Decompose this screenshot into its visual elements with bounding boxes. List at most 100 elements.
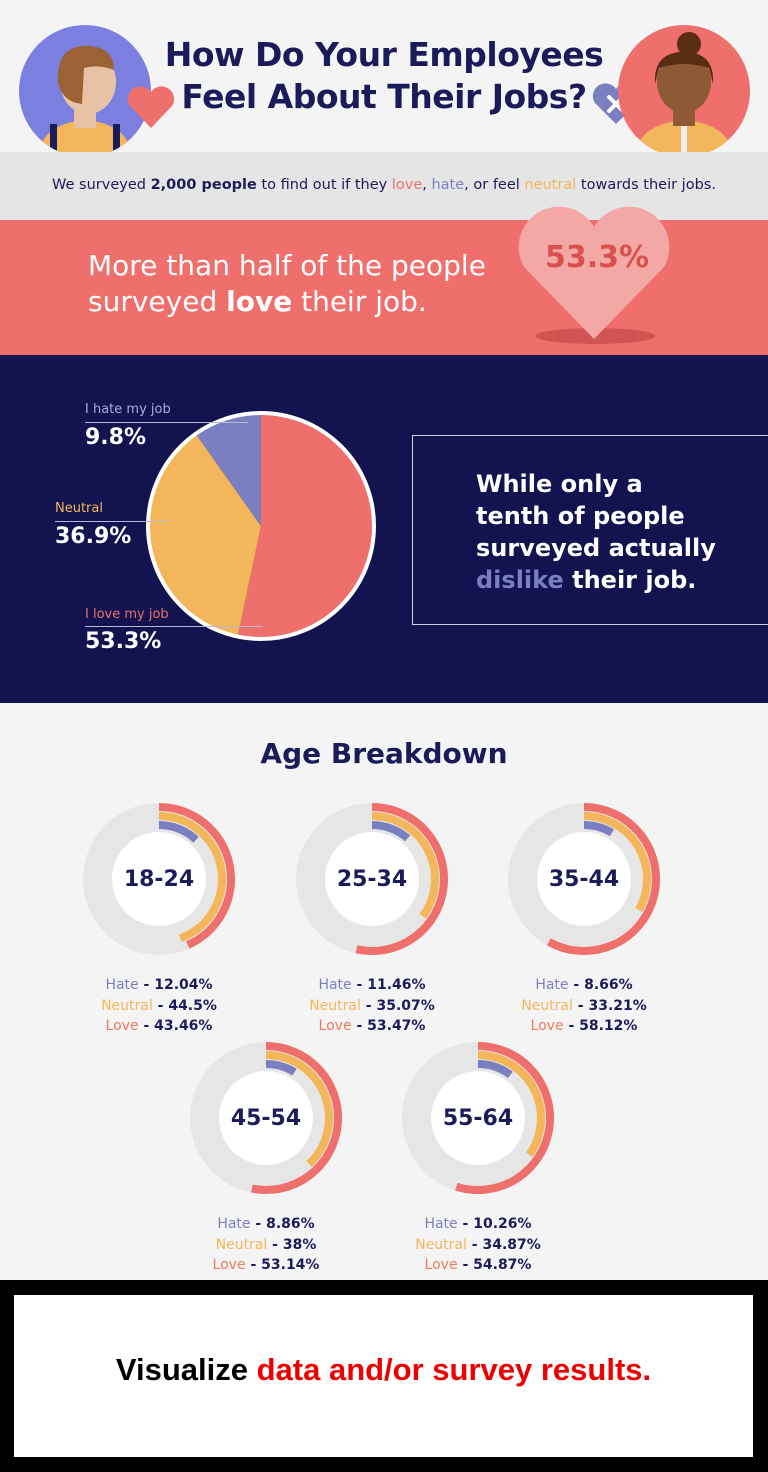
stat-value: 10.26%: [473, 1216, 532, 1232]
stat-value: 34.87%: [482, 1236, 541, 1253]
ring-arc-love: [355, 803, 448, 955]
ring-arc-hate: [583, 821, 615, 837]
stat-neutral: Neutral - 33.21%: [521, 997, 647, 1014]
highlight-text: More than half of the people surveyed lo…: [88, 249, 486, 318]
age-breakdown-section: Age Breakdown: [0, 703, 768, 1280]
ring-arc-neutral: [265, 1051, 333, 1167]
stat-love: Love - 54.87%: [424, 1257, 532, 1273]
stat-value: 43.46%: [154, 1018, 213, 1034]
stat-love: Love - 58.12%: [530, 1018, 638, 1034]
stat-value: 54.87%: [473, 1257, 532, 1273]
ring-arc-hate: [477, 1060, 513, 1079]
stat-label: Love: [424, 1257, 458, 1273]
stat-value: 12.04%: [154, 977, 213, 993]
pie-label-love: I love my job: [85, 607, 169, 622]
ring-arc-hate: [371, 821, 411, 842]
ring-arc-love: [546, 803, 660, 955]
age-group-stats: Hate - 8.86% Neutral - 38% Love - 53.14%: [156, 1214, 376, 1276]
age-ring-25-34: 25-34: [287, 794, 457, 964]
ring-center: [431, 1071, 525, 1165]
stat-value: 44.5%: [168, 997, 217, 1014]
age-ring-35-44: 35-44: [499, 794, 669, 964]
pie-value-love: 53.3%: [85, 629, 162, 654]
big-heart-icon: [518, 206, 670, 344]
stat-label: Neutral: [101, 997, 153, 1014]
age-group-label: 18-24: [123, 866, 195, 892]
stat-hate: Hate - 12.04%: [105, 977, 213, 993]
stat-label: Hate: [217, 1216, 251, 1232]
age-ring-45-54: 45-54: [181, 1033, 351, 1203]
pie-chart: [146, 411, 376, 641]
stat-label: Love: [105, 1018, 139, 1034]
stat-love: Love - 53.47%: [318, 1018, 426, 1034]
pie-label-hate: I hate my job: [85, 402, 171, 417]
ring-center: [112, 832, 206, 926]
stat-value: 53.47%: [367, 1018, 426, 1034]
age-ring-18-24: 18-24: [74, 794, 244, 964]
pie-value-neutral: 36.9%: [55, 524, 132, 549]
caption-text: Visualize data and/or survey results.: [115, 1352, 652, 1387]
stat-value: 38%: [282, 1236, 317, 1253]
stat-value: 58.12%: [579, 1018, 638, 1034]
female-avatar-icon: [618, 25, 750, 157]
heart-value: 53.3%: [544, 240, 650, 275]
title-line-2: Feel About Their Jobs?: [181, 77, 587, 116]
stat-love: Love - 43.46%: [105, 1018, 213, 1034]
age-group-stats: Hate - 10.26% Neutral - 34.87% Love - 54.8…: [368, 1214, 588, 1276]
age-group-label: 35-44: [548, 866, 620, 892]
intro-text: We surveyed 2,000 people to find out if …: [52, 177, 716, 193]
stat-neutral: Neutral - 44.5%: [101, 997, 217, 1014]
pie-slice-neutral: [148, 433, 261, 637]
page-title: How Do Your Employees Feel About Their J…: [120, 34, 648, 118]
stat-label: Hate: [535, 977, 569, 993]
age-breakdown-title: Age Breakdown: [260, 737, 508, 770]
pie-slice-i-hate-my-job: [195, 413, 261, 526]
ring-arc-neutral: [477, 1051, 545, 1157]
stat-label: Love: [212, 1257, 246, 1273]
stat-label: Neutral: [215, 1236, 268, 1253]
stat-label: Love: [530, 1018, 564, 1034]
stat-label: Hate: [424, 1216, 458, 1232]
stat-value: 35.07%: [376, 997, 435, 1014]
stat-label: Neutral: [309, 997, 361, 1014]
stat-neutral: Neutral - 34.87%: [415, 1236, 541, 1253]
age-group-label: 45-54: [230, 1105, 302, 1131]
stat-value: 53.14%: [261, 1257, 320, 1273]
stat-neutral: Neutral - 38%: [215, 1236, 317, 1253]
male-avatar-icon: [19, 25, 151, 157]
ring-arc-love: [158, 803, 235, 949]
pie-value-hate: 9.8%: [85, 425, 147, 450]
stat-label: Neutral: [415, 1236, 467, 1253]
ring-arc-love: [455, 1042, 554, 1194]
age-group-label: 55-64: [442, 1105, 514, 1131]
pie-label-neutral: Neutral: [55, 501, 103, 516]
ring-center: [325, 832, 419, 926]
header: How Do Your Employees Feel About Their J…: [0, 0, 768, 157]
age-group-label: 25-34: [336, 866, 408, 892]
stat-love: Love - 53.14%: [212, 1257, 320, 1273]
callout-text: While only a tenth of people surveyed ac…: [476, 470, 716, 594]
pie-slice-i-love-my-job: [237, 413, 375, 639]
stat-label: Hate: [105, 977, 139, 993]
pie-leader-neutral: [55, 521, 170, 522]
age-group-stats: Hate - 8.66% Neutral - 33.21% Love - 58.12…: [474, 975, 694, 1037]
ring-arc-hate: [158, 821, 199, 843]
age-group-stats: Hate - 11.46% Neutral - 35.07% Love - 53.4…: [262, 975, 482, 1037]
stat-value: 11.46%: [367, 977, 426, 993]
stat-hate: Hate - 11.46%: [318, 977, 426, 993]
stat-label: Love: [318, 1018, 352, 1034]
intro-band: We surveyed 2,000 people to find out if …: [0, 152, 768, 220]
pie-leader-love: [85, 626, 262, 627]
ring-arc-neutral: [371, 812, 439, 919]
stat-hate: Hate - 8.86%: [217, 1216, 315, 1232]
ring-center: [537, 832, 631, 926]
stat-value: 8.86%: [266, 1216, 315, 1232]
age-ring-55-64: 55-64: [393, 1033, 563, 1203]
ring-arc-neutral: [583, 812, 651, 913]
stat-hate: Hate - 8.66%: [535, 977, 633, 993]
ring-arc-neutral: [158, 812, 226, 943]
ring-arc-hate: [265, 1060, 297, 1076]
title-line-1: How Do Your Employees: [164, 35, 604, 74]
caption-box: Visualize data and/or survey results.: [14, 1295, 753, 1457]
stat-value: 33.21%: [588, 997, 647, 1014]
